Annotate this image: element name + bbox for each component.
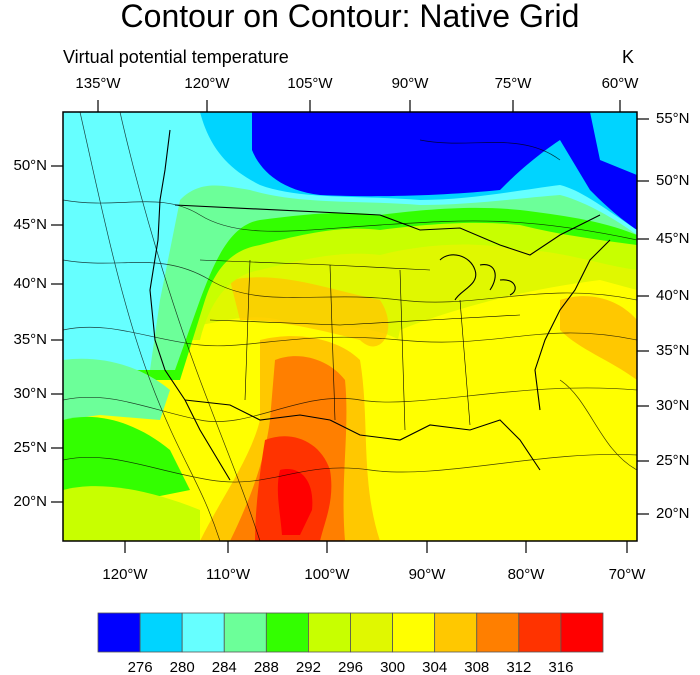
colorbar-box xyxy=(97,612,141,653)
right-lat-label: 30°N xyxy=(656,397,690,414)
colorbar-box xyxy=(434,612,478,653)
left-lat-label: 20°N xyxy=(13,493,47,510)
right-lat-label: 55°N xyxy=(656,110,690,127)
units-label: K xyxy=(622,47,635,67)
contour-fill-272 xyxy=(252,112,637,230)
colorbar-label: 284 xyxy=(211,659,237,675)
right-lat-label: 25°N xyxy=(656,452,690,469)
bottom-lon-label: 100°W xyxy=(304,566,350,583)
colorbar-label: 300 xyxy=(380,659,406,675)
left-lat-label: 45°N xyxy=(13,216,47,233)
left-lat-label: 40°N xyxy=(13,275,47,292)
west-coast xyxy=(149,129,231,481)
colorbar-label: 296 xyxy=(337,659,364,675)
colorbar-box xyxy=(350,612,393,653)
colorbar-box xyxy=(392,612,436,653)
left-lat-label: 35°N xyxy=(13,331,47,348)
top-lon-label: 135°W xyxy=(75,75,121,92)
bottom-lon-label: 90°W xyxy=(408,566,446,583)
colorbar-label: 316 xyxy=(548,659,574,675)
colorbar-box xyxy=(476,612,520,653)
colorbar-box xyxy=(223,612,267,653)
variable-name: Virtual potential temperature xyxy=(63,47,289,67)
contour-fill-292-southwest xyxy=(63,486,200,541)
great-lakes xyxy=(439,254,516,301)
left-lat-label: 50°N xyxy=(13,157,47,174)
axis-ticks xyxy=(51,100,649,553)
contour-fill-304-east xyxy=(380,280,637,541)
plot-title: Contour on Contour: Native Grid xyxy=(120,0,580,34)
right-lat-label: 50°N xyxy=(656,172,690,189)
bottom-lon-label: 110°W xyxy=(205,566,251,583)
contour-fill-288-southwest xyxy=(63,416,190,500)
colorbar-box xyxy=(308,612,351,653)
right-lat-label: 40°N xyxy=(656,287,690,304)
colorbar-label: 288 xyxy=(253,659,279,675)
contour-fill-300-mid xyxy=(230,277,389,347)
top-lon-label: 120°W xyxy=(184,75,230,92)
filled-contours xyxy=(63,112,637,541)
state-borders xyxy=(199,259,521,431)
bottom-lon-label: 120°W xyxy=(102,566,148,583)
colorbar-box xyxy=(139,612,183,653)
colorbar-label: 308 xyxy=(464,659,490,675)
right-lat-label: 20°N xyxy=(656,505,690,522)
colorbar-box xyxy=(181,612,225,653)
colorbar-box xyxy=(560,612,604,653)
contour-fill-308-east xyxy=(560,296,637,380)
top-lon-label: 60°W xyxy=(601,75,639,92)
bottom-lon-label: 70°W xyxy=(608,566,646,583)
colorbar-label: 276 xyxy=(127,659,153,675)
colorbar-label: 292 xyxy=(295,659,321,675)
bottom-lon-label: 80°W xyxy=(507,566,545,583)
us-canada-border xyxy=(174,204,601,256)
top-lon-label: 105°W xyxy=(287,75,333,92)
coastlines-and-borders xyxy=(149,129,611,481)
colorbar-box xyxy=(265,612,309,653)
plot-border xyxy=(62,111,638,542)
gulf-coast xyxy=(329,419,541,471)
right-lat-label: 35°N xyxy=(656,342,690,359)
left-lat-label: 30°N xyxy=(13,385,47,402)
us-mexico-border xyxy=(184,399,331,421)
colorbar-box xyxy=(518,612,562,653)
colorbar-label: 280 xyxy=(169,659,195,675)
colorbar xyxy=(97,612,604,653)
right-lat-label: 45°N xyxy=(656,230,690,247)
contour-fill-284-west xyxy=(63,358,170,420)
contour-lines xyxy=(63,112,637,541)
contour-fill-320-mexico xyxy=(277,469,313,535)
left-lat-label: 25°N xyxy=(13,439,47,456)
colorbar-label: 304 xyxy=(422,659,448,675)
colorbar-label: 312 xyxy=(506,659,532,675)
top-lon-label: 75°W xyxy=(494,75,532,92)
top-lon-label: 90°W xyxy=(391,75,429,92)
east-coast xyxy=(534,239,611,411)
